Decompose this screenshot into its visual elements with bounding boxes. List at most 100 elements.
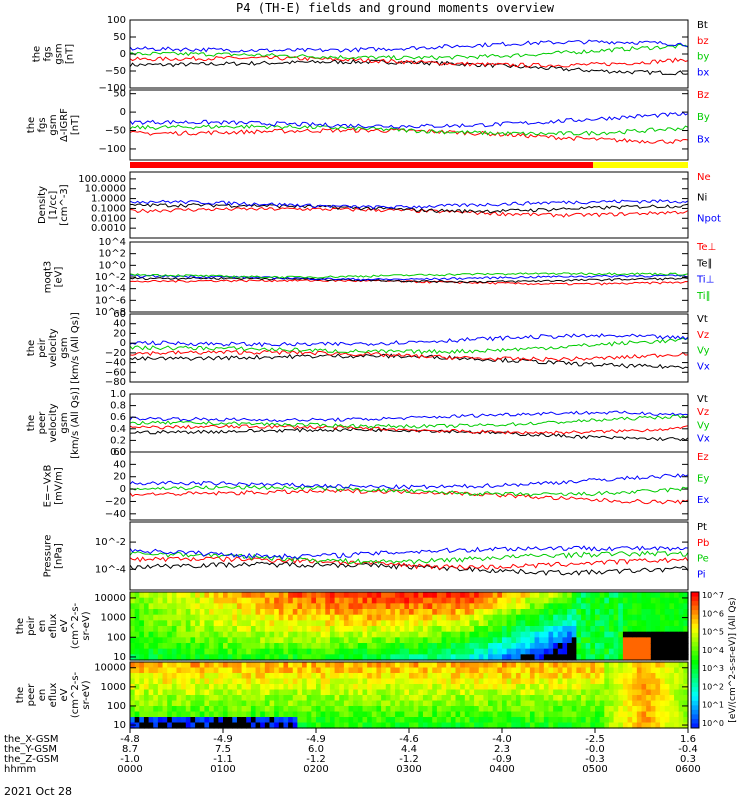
heatmap-cell: [130, 631, 136, 638]
heatmap-cell: [585, 654, 591, 661]
heatmap-cell: [646, 700, 652, 707]
heatmap-cell: [446, 667, 452, 674]
heatmap-cell: [316, 637, 322, 644]
heatmap-cell: [297, 673, 303, 680]
y-axis-label: [1/cc]: [48, 191, 59, 220]
heatmap-cell: [650, 609, 657, 616]
heatmap-cell: [343, 717, 350, 724]
legend-label-By: By: [697, 112, 710, 123]
heatmap-cell: [260, 678, 266, 685]
heatmap-cell: [450, 722, 457, 729]
heatmap-cell: [655, 700, 661, 707]
heatmap-cell: [353, 648, 359, 655]
heatmap-cell: [455, 700, 461, 707]
heatmap-cell: [362, 722, 368, 729]
heatmap-cell: [464, 654, 471, 661]
heatmap-cell: [185, 673, 192, 680]
heatmap-cell: [529, 717, 536, 724]
heatmap-cell: [209, 667, 215, 674]
heatmap-cell: [455, 717, 461, 724]
heatmap-cell: [436, 637, 443, 644]
heatmap-cell: [595, 711, 601, 718]
heatmap-cell: [371, 717, 378, 724]
heatmap-cell: [241, 614, 247, 621]
heatmap-cell: [506, 614, 512, 621]
heatmap-cell: [497, 603, 503, 610]
heatmap-cell: [604, 648, 610, 655]
heatmap-cell: [269, 597, 275, 604]
heatmap-cell: [427, 689, 433, 696]
y-axis-label: moqt3: [43, 261, 54, 294]
heatmap-cell: [274, 620, 280, 627]
heatmap-cell: [553, 662, 559, 669]
heatmap-cell: [325, 643, 331, 650]
heatmap-cell: [413, 631, 419, 638]
heatmap-cell: [278, 626, 285, 633]
heatmap-cell: [134, 592, 140, 599]
heatmap-cell: [678, 673, 684, 680]
heatmap-cell: [478, 722, 484, 729]
heatmap-cell: [236, 667, 243, 674]
heatmap-cell: [339, 620, 345, 627]
heatmap-cell: [413, 637, 419, 644]
heatmap-cell: [613, 678, 619, 685]
heatmap-cell: [367, 654, 373, 661]
heatmap-cell: [376, 700, 382, 707]
heatmap-cell: [571, 689, 577, 696]
heatmap-cell: [223, 673, 229, 680]
heatmap-cell: [204, 711, 210, 718]
heatmap-cell: [409, 700, 415, 707]
heatmap-cell: [353, 626, 359, 633]
heatmap-cell: [343, 678, 350, 685]
heatmap-cell: [171, 673, 178, 680]
heatmap-cell: [232, 614, 238, 621]
heatmap-cell: [176, 667, 182, 674]
heatmap-cell: [232, 667, 238, 674]
heatmap-cell: [357, 684, 364, 691]
heatmap-cell: [353, 614, 359, 621]
heatmap-cell: [539, 667, 545, 674]
heatmap-cell: [525, 695, 531, 702]
heatmap-cell: [157, 626, 164, 633]
heatmap-cell: [339, 667, 345, 674]
heatmap-cell: [585, 592, 591, 599]
heatmap-cell: [209, 662, 215, 669]
heatmap-cell: [469, 648, 475, 655]
heatmap-cell: [474, 648, 480, 655]
heatmap-cell: [399, 631, 405, 638]
heatmap-cell: [362, 706, 368, 713]
heatmap-cell: [534, 614, 540, 621]
y-tick-label: 50: [113, 89, 126, 100]
heatmap-cell: [236, 643, 243, 650]
heatmap-cell: [539, 637, 545, 644]
heatmap-cell: [608, 631, 615, 638]
heatmap-cell: [539, 592, 545, 599]
heatmap-cell: [297, 689, 303, 696]
heatmap-cell: [395, 631, 401, 638]
heatmap-cell: [534, 603, 540, 610]
heatmap-cell: [409, 711, 415, 718]
heatmap-cell: [181, 684, 187, 691]
heatmap-cell: [562, 643, 568, 650]
heatmap-cell: [543, 631, 550, 638]
heatmap-cell: [204, 643, 210, 650]
heatmap-cell: [608, 722, 615, 729]
heatmap-cell: [176, 609, 182, 616]
heatmap-cell: [143, 592, 150, 599]
heatmap-cell: [646, 722, 652, 729]
series-line-Vz: [129, 424, 689, 435]
heatmap-cell: [246, 637, 252, 644]
y-tick-label: −100: [99, 144, 126, 155]
heatmap-cell: [297, 614, 303, 621]
heatmap-cell: [130, 643, 136, 650]
heatmap-cell: [450, 609, 457, 616]
heatmap-cell: [376, 648, 382, 655]
heatmap-cell: [302, 722, 308, 729]
heatmap-cell: [418, 678, 424, 685]
heatmap-cell: [632, 592, 638, 599]
heatmap-cell: [218, 695, 224, 702]
heatmap-cell: [167, 654, 173, 661]
heatmap-cell: [641, 689, 647, 696]
heatmap-cell: [557, 614, 564, 621]
heatmap-cell: [167, 620, 173, 627]
